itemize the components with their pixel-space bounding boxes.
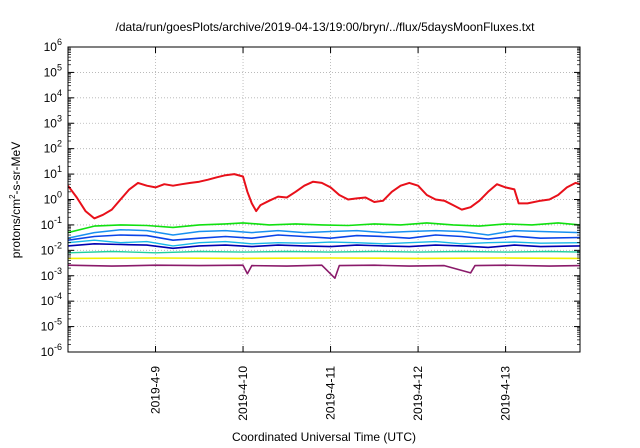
y-tick-base: 10 (44, 116, 58, 130)
y-tick-exponent: -2 (54, 240, 62, 250)
y-tick-base: 10 (41, 269, 55, 283)
y-tick-label: 104 (44, 88, 62, 105)
series-line (68, 228, 580, 239)
y-tick-base: 10 (44, 167, 58, 181)
y-tick-exponent: 3 (57, 113, 62, 123)
y-tick-base: 10 (44, 40, 58, 54)
grid (68, 47, 580, 352)
series-line (68, 250, 580, 254)
y-tick-label: 102 (44, 139, 62, 156)
x-tick-label: 2019-4-9 (149, 366, 163, 414)
series-line (68, 173, 580, 220)
y-axis: 10-610-510-410-310-210-11001011021031041… (41, 37, 580, 359)
y-tick-exponent: -5 (54, 317, 62, 327)
y-tick-label: 105 (44, 62, 62, 79)
y-tick-exponent: 4 (57, 88, 62, 98)
y-tick-exponent: 1 (57, 164, 62, 174)
y-tick-base: 10 (44, 193, 58, 207)
series-line (68, 234, 580, 241)
x-tick-label: 2019-4-10 (236, 366, 250, 421)
x-tick-label: 2019-4-11 (324, 366, 338, 420)
y-tick-base: 10 (41, 345, 55, 359)
series-layer (68, 173, 580, 279)
x-tick-label: 2019-4-12 (411, 366, 425, 421)
y-tick-exponent: 2 (57, 139, 62, 149)
y-tick-exponent: -1 (54, 215, 62, 225)
y-tick-exponent: -6 (54, 342, 62, 352)
y-axis-label: protons/cm2-s-sr-MeV (8, 142, 23, 258)
series-line (68, 222, 580, 234)
series-line (68, 243, 580, 250)
series-line (68, 239, 580, 247)
chart-title: /data/run/goesPlots/archive/2019-04-13/1… (116, 20, 536, 34)
x-tick-label: 2019-4-13 (499, 366, 513, 421)
x-axis: 2019-4-9 2019-4-10 2019-4-11 2019-4-12 2019-… (149, 47, 513, 421)
y-tick-label: 10-1 (41, 215, 62, 232)
y-tick-label: 103 (44, 113, 62, 130)
y-tick-label: 106 (44, 37, 62, 54)
y-tick-label: 100 (44, 190, 62, 207)
y-tick-label: 101 (44, 164, 62, 181)
y-tick-exponent: 6 (57, 37, 62, 47)
y-tick-label: 10-6 (41, 342, 62, 359)
y-tick-base: 10 (41, 294, 55, 308)
y-tick-exponent: 0 (57, 190, 62, 200)
y-tick-label: 10-3 (41, 266, 62, 283)
y-tick-label: 10-5 (41, 317, 62, 334)
series-line (68, 264, 580, 279)
y-tick-base: 10 (44, 91, 58, 105)
y-tick-exponent: 5 (57, 62, 62, 72)
y-axis-label-prefix: protons/cm (9, 199, 23, 258)
y-tick-base: 10 (44, 65, 58, 79)
x-axis-label: Coordinated Universal Time (UTC) (232, 430, 416, 444)
y-tick-exponent: -4 (54, 291, 62, 301)
y-axis-label-suffix: -s-sr-MeV (9, 142, 23, 195)
y-tick-label: 10-4 (41, 291, 62, 308)
y-tick-base: 10 (41, 243, 55, 257)
y-axis-label-sup: 2 (8, 194, 17, 199)
y-tick-exponent: -3 (54, 266, 62, 276)
y-tick-label: 10-2 (41, 240, 62, 257)
y-tick-base: 10 (41, 218, 55, 232)
y-tick-base: 10 (44, 142, 58, 156)
y-tick-base: 10 (41, 320, 55, 334)
